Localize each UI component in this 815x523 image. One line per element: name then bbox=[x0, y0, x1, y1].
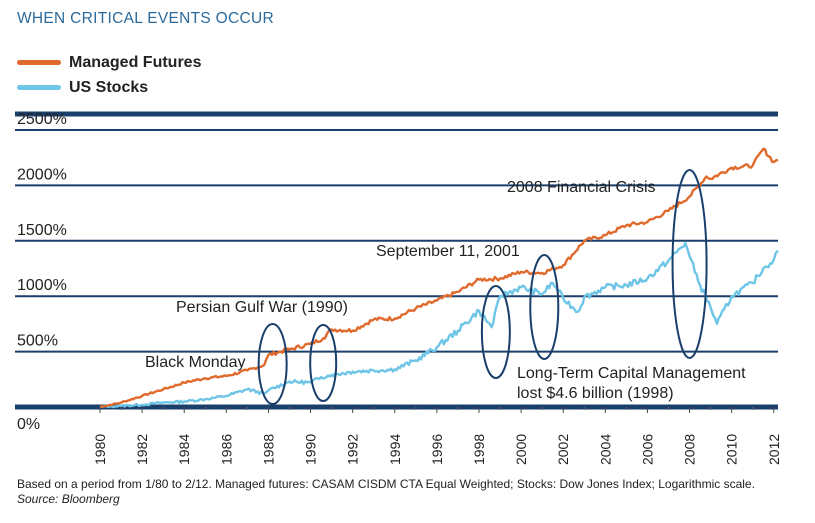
ellipse-persian-gulf-war bbox=[309, 324, 338, 402]
line-chart: 0% 500% 1000% 1500% 2000% 2500% 1980 1982 1984 19… bbox=[15, 111, 782, 465]
legend-item-managed-futures: Managed Futures bbox=[17, 50, 201, 75]
annotation-persian-gulf-war: Persian Gulf War (1990) bbox=[176, 299, 348, 316]
ellipse-2008-financial-crisis bbox=[671, 169, 708, 359]
y-tick-label-1000: 1000% bbox=[17, 277, 67, 294]
series-line-managed-futures bbox=[99, 147, 779, 409]
footnote-text: Based on a period from 1/80 to 2/12. Man… bbox=[17, 477, 755, 491]
x-tick-label-1982: 1982 bbox=[134, 434, 150, 465]
legend-swatch-us-stocks bbox=[17, 85, 61, 90]
x-tick-label-1996: 1996 bbox=[429, 434, 445, 465]
y-tick-label-2500: 2500% bbox=[17, 111, 67, 128]
x-tick-label-1994: 1994 bbox=[387, 434, 403, 465]
y-tick-label-500: 500% bbox=[17, 333, 58, 350]
legend-label-managed-futures: Managed Futures bbox=[69, 53, 202, 71]
x-tick-label-1986: 1986 bbox=[218, 434, 234, 465]
x-tick-label-2008: 2008 bbox=[682, 434, 698, 465]
y-tick-label-2000: 2000% bbox=[17, 166, 67, 183]
chart-title: WHEN CRITICAL EVENTS OCCUR bbox=[17, 10, 274, 27]
y-tick-label-1500: 1500% bbox=[17, 222, 67, 239]
x-tick-label-1984: 1984 bbox=[176, 434, 192, 465]
x-tick-label-2010: 2010 bbox=[724, 434, 740, 465]
legend-swatch-managed-futures bbox=[17, 60, 61, 65]
x-tick-label-2004: 2004 bbox=[597, 434, 613, 465]
x-tick-label-2006: 2006 bbox=[639, 434, 655, 465]
x-tick-label-1992: 1992 bbox=[345, 434, 361, 465]
footnote-source: Source: Bloomberg bbox=[17, 492, 120, 506]
legend-label-us-stocks: US Stocks bbox=[69, 78, 149, 96]
annotation-ltcm-line2: lost $4.6 billion (1998) bbox=[517, 385, 674, 402]
annotation-ltcm-line1: Long-Term Capital Management bbox=[517, 365, 746, 382]
x-tick-label-2000: 2000 bbox=[513, 434, 529, 465]
chart-legend: Managed Futures US Stocks bbox=[17, 50, 201, 100]
ellipse-september-11 bbox=[529, 254, 560, 360]
x-tick-label-1990: 1990 bbox=[303, 434, 319, 465]
legend-item-us-stocks: US Stocks bbox=[17, 75, 201, 100]
x-tick-label-1998: 1998 bbox=[471, 434, 487, 465]
annotation-black-monday: Black Monday bbox=[145, 354, 246, 371]
x-tick-label-1988: 1988 bbox=[260, 434, 276, 465]
y-tick-label-0: 0% bbox=[17, 416, 40, 433]
annotation-2008-financial-crisis: 2008 Financial Crisis bbox=[507, 179, 656, 196]
x-tick-label-2002: 2002 bbox=[555, 434, 571, 465]
annotation-september-11: September 11, 2001 bbox=[376, 243, 520, 260]
x-tick-label-1980: 1980 bbox=[92, 434, 108, 465]
series-line-us-stocks bbox=[99, 241, 779, 409]
ellipse-ltcm-1998 bbox=[480, 285, 511, 379]
footnote: Based on a period from 1/80 to 2/12. Man… bbox=[17, 477, 797, 507]
x-tick-label-2012: 2012 bbox=[766, 434, 782, 465]
ellipse-black-monday bbox=[257, 323, 288, 405]
